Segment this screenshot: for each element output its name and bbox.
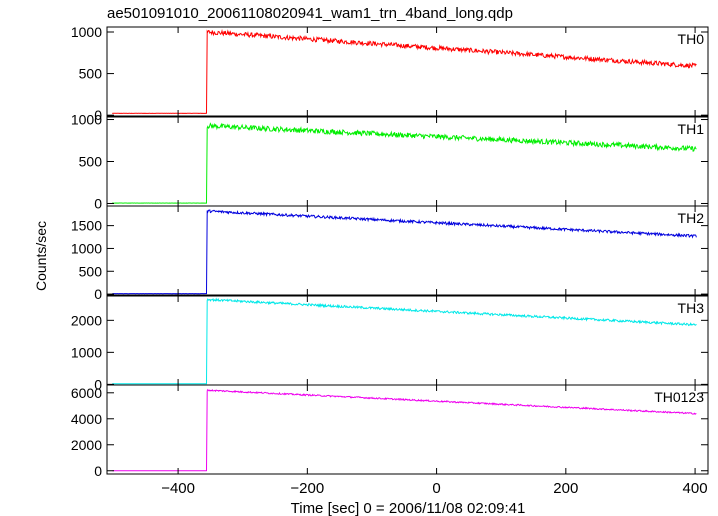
panel-frame-th2 — [106, 205, 709, 296]
y-tick-label: 0 — [94, 107, 102, 123]
series-line-th0 — [112, 29, 697, 114]
panel-label-th3: TH3 — [678, 300, 705, 316]
x-tick-label: 0 — [432, 480, 440, 497]
y-tick-label: 500 — [79, 263, 103, 279]
y-tick-label: 2000 — [71, 437, 102, 453]
y-tick-label: 1000 — [71, 344, 102, 360]
y-tick-label: 500 — [79, 66, 103, 82]
x-tick-label: 200 — [553, 480, 578, 497]
y-tick-label: 0 — [94, 286, 102, 302]
y-tick-label: 2000 — [71, 312, 102, 328]
panel-label-th2: TH2 — [678, 210, 705, 226]
series-line-th0123 — [112, 388, 697, 472]
y-tick-label: 1000 — [71, 240, 102, 256]
y-tick-label: 0 — [94, 195, 102, 211]
series-line-th3 — [112, 297, 697, 385]
y-tick-label: 1500 — [71, 218, 102, 234]
panel-frame-th0 — [106, 26, 709, 117]
chart-title: ae501091010_20061108020941_wam1_trn_4ban… — [107, 5, 513, 22]
panel-frame-th1 — [106, 116, 709, 207]
panel-frame-th0123 — [106, 384, 709, 475]
y-tick-label: 0 — [94, 463, 102, 479]
y-tick-label: 1000 — [71, 24, 102, 40]
panel-label-th0123: TH0123 — [654, 389, 704, 405]
x-tick-label: −400 — [161, 480, 195, 497]
y-tick-label: 4000 — [71, 411, 102, 427]
y-axis-label: Counts/sec — [33, 221, 49, 291]
series-line-th1 — [112, 122, 697, 204]
series-line-th2 — [112, 209, 697, 295]
y-tick-label: 500 — [79, 154, 103, 170]
y-tick-label: 6000 — [71, 385, 102, 401]
panel-label-th1: TH1 — [678, 121, 705, 137]
panel-label-th0: TH0 — [678, 31, 705, 47]
x-axis-label: Time [sec] 0 = 2006/11/08 02:09:41 — [291, 500, 526, 516]
x-tick-label: −200 — [290, 480, 324, 497]
y-tick-label: 0 — [94, 376, 102, 392]
y-tick-label: 1000 — [71, 112, 102, 128]
x-tick-label: 400 — [683, 480, 708, 497]
